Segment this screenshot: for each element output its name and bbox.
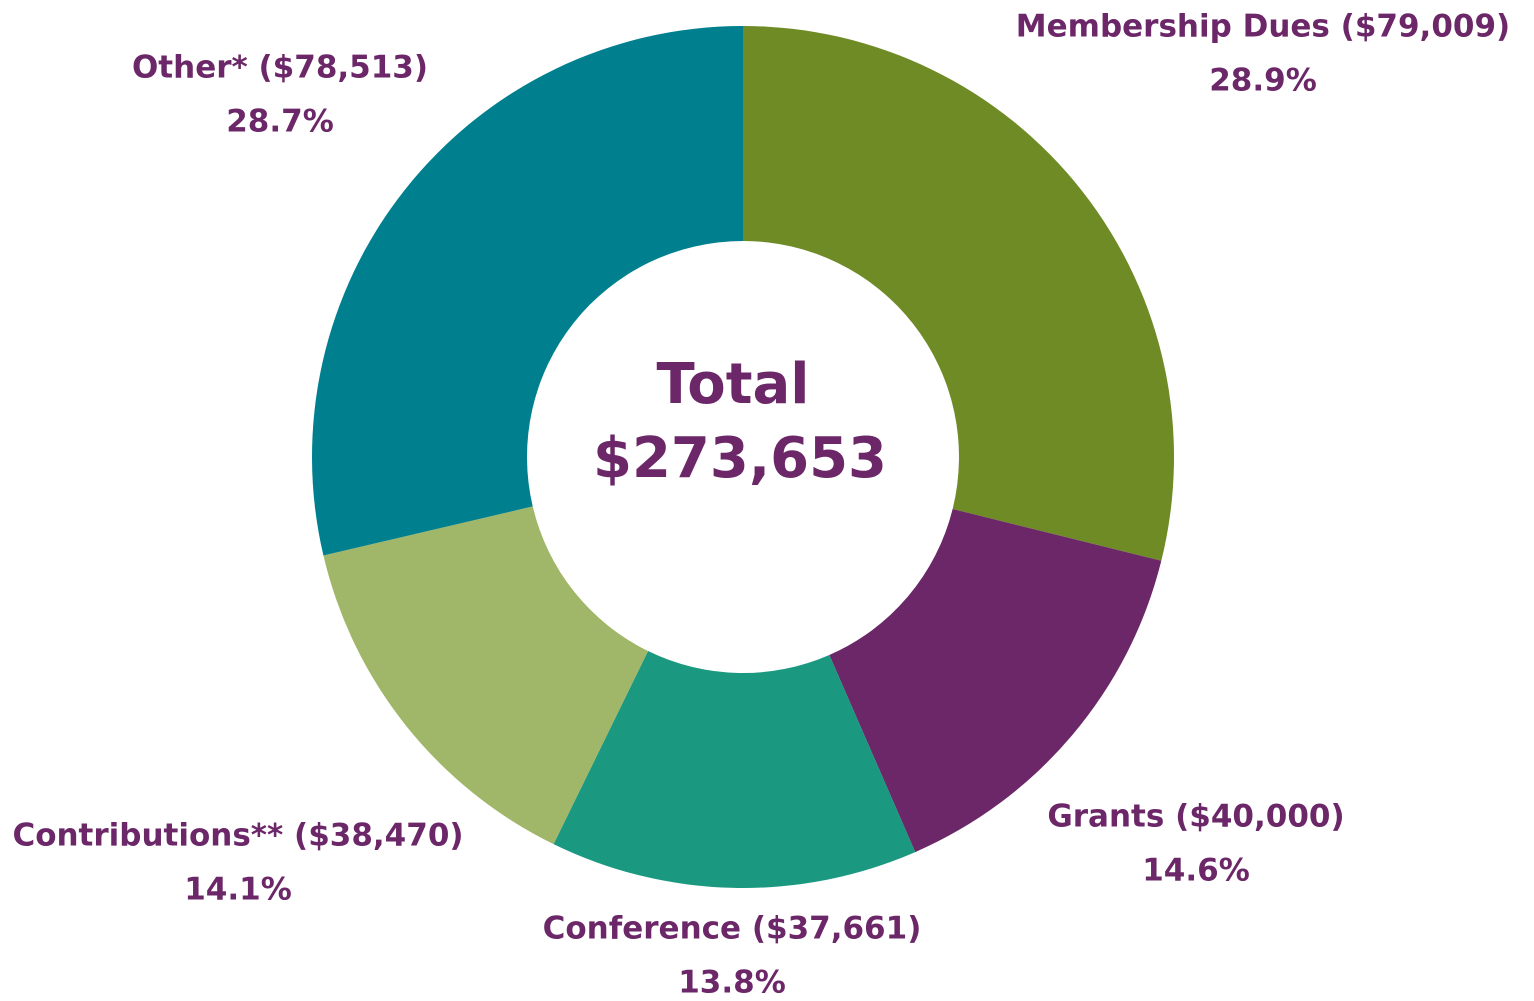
slice-label: Contributions** ($38,470) <box>12 818 463 854</box>
slice-label: Membership Dues ($79,009) <box>1016 9 1510 45</box>
slice-value-label: 14.1% <box>184 872 292 908</box>
slice <box>553 651 916 888</box>
slice-label: Other* ($78,513) <box>132 50 428 86</box>
center-value: $273,653 <box>593 426 887 491</box>
slice-value-label: 14.6% <box>1142 853 1250 889</box>
slice-value-label: 28.9% <box>1209 63 1317 99</box>
slice-value-label: 13.8% <box>678 965 786 1001</box>
slice <box>323 506 649 845</box>
slice-label: Grants ($40,000) <box>1047 799 1344 835</box>
slice-value-label: 28.7% <box>226 104 334 140</box>
slice <box>829 509 1162 853</box>
center-title: Total <box>657 352 810 417</box>
slice <box>312 26 743 556</box>
slice <box>743 26 1174 561</box>
slice-label: Conference ($37,661) <box>543 911 922 947</box>
